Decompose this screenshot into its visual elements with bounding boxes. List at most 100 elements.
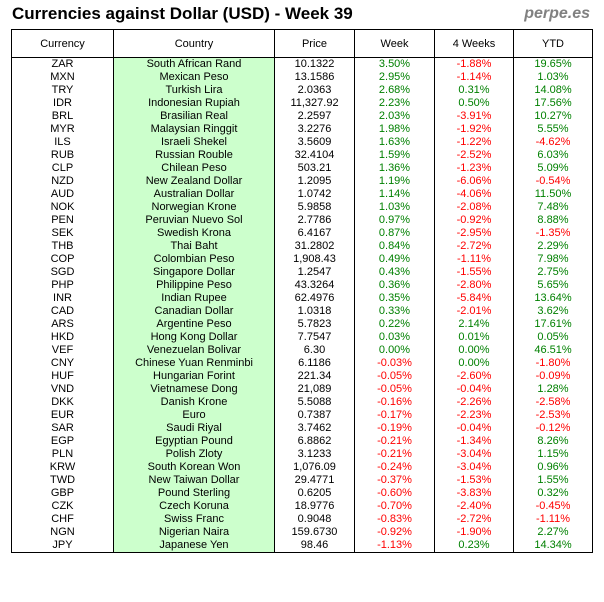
cell-currency-code: TWD [11,474,114,487]
table-row: CZK Czech Koruna 18.9776 -0.70% -2.40% -0.45% [11,500,593,513]
cell-4-weeks-change: -3.83% [434,487,514,500]
cell-price: 11,327.92 [274,97,355,110]
cell-week-change: 0.03% [354,331,435,344]
column-header-currency: Currency [11,29,114,58]
cell-price: 0.6205 [274,487,355,500]
cell-currency-code: CLP [11,162,114,175]
cell-country: South Korean Won [113,461,275,474]
cell-ytd-change: -0.12% [513,422,593,435]
cell-country: New Zealand Dollar [113,175,275,188]
cell-4-weeks-change: -1.22% [434,136,514,149]
cell-week-change: 2.03% [354,110,435,123]
cell-ytd-change: 0.05% [513,331,593,344]
cell-week-change: 1.59% [354,149,435,162]
cell-price: 3.5609 [274,136,355,149]
currency-table: Currency Country Price Week 4 Weeks YTD … [11,29,593,553]
cell-price: 13.1586 [274,71,355,84]
cell-currency-code: ARS [11,318,114,331]
cell-currency-code: PEN [11,214,114,227]
table-body: ZAR South African Rand 10.1322 3.50% -1.88% 1… [11,57,593,553]
cell-price: 62.4976 [274,292,355,305]
table-row: HKD Hong Kong Dollar 7.7547 0.03% 0.01% 0.05% [11,331,593,344]
cell-country: New Taiwan Dollar [113,474,275,487]
cell-currency-code: GBP [11,487,114,500]
table-row: NGN Nigerian Naira 159.6730 -0.92% -1.90% 2.2… [11,526,593,539]
cell-4-weeks-change: -1.90% [434,526,514,539]
table-row: VEF Venezuelan Bolivar 6.30 0.00% 0.00% 46.51… [11,344,593,357]
cell-country: South African Rand [113,57,275,71]
cell-country: Japanese Yen [113,539,275,553]
cell-price: 2.2597 [274,110,355,123]
table-row: HUF Hungarian Forint 221.34 -0.05% -2.60% -0.… [11,370,593,383]
cell-ytd-change: 2.29% [513,240,593,253]
cell-price: 6.4167 [274,227,355,240]
cell-week-change: 0.49% [354,253,435,266]
table-row: CHF Swiss Franc 0.9048 -0.83% -2.72% -1.11% [11,513,593,526]
cell-currency-code: PHP [11,279,114,292]
cell-price: 31.2802 [274,240,355,253]
cell-4-weeks-change: -2.80% [434,279,514,292]
cell-price: 1,908.43 [274,253,355,266]
cell-price: 3.7462 [274,422,355,435]
cell-week-change: -0.05% [354,370,435,383]
table-row: ILS Israeli Shekel 3.5609 1.63% -1.22% -4.62% [11,136,593,149]
column-header-country: Country [113,29,275,58]
cell-currency-code: HUF [11,370,114,383]
table-row: MXN Mexican Peso 13.1586 2.95% -1.14% 1.03% [11,71,593,84]
cell-4-weeks-change: -2.26% [434,396,514,409]
cell-4-weeks-change: -5.84% [434,292,514,305]
cell-country: Singapore Dollar [113,266,275,279]
cell-ytd-change: -2.58% [513,396,593,409]
cell-currency-code: MXN [11,71,114,84]
cell-4-weeks-change: -3.04% [434,461,514,474]
cell-country: Swiss Franc [113,513,275,526]
cell-ytd-change: 5.09% [513,162,593,175]
cell-4-weeks-change: -6.06% [434,175,514,188]
cell-country: Nigerian Naira [113,526,275,539]
page-header: Currencies against Dollar (USD) - Week 3… [12,4,590,26]
table-row: EUR Euro 0.7387 -0.17% -2.23% -2.53% [11,409,593,422]
cell-country: Indonesian Rupiah [113,97,275,110]
cell-country: Norwegian Krone [113,201,275,214]
table-row: SAR Saudi Riyal 3.7462 -0.19% -0.04% -0.12% [11,422,593,435]
cell-ytd-change: -2.53% [513,409,593,422]
cell-4-weeks-change: -2.40% [434,500,514,513]
cell-ytd-change: -4.62% [513,136,593,149]
cell-country: Venezuelan Bolivar [113,344,275,357]
cell-week-change: 3.50% [354,57,435,71]
cell-country: Chilean Peso [113,162,275,175]
cell-price: 221.34 [274,370,355,383]
column-header-price: Price [274,29,355,58]
cell-4-weeks-change: -3.04% [434,448,514,461]
cell-4-weeks-change: 0.00% [434,357,514,370]
cell-week-change: 0.36% [354,279,435,292]
table-row: INR Indian Rupee 62.4976 0.35% -5.84% 13.64% [11,292,593,305]
cell-week-change: 0.35% [354,292,435,305]
cell-price: 1.0318 [274,305,355,318]
cell-country: Czech Koruna [113,500,275,513]
cell-country: Brasilian Real [113,110,275,123]
cell-country: Mexican Peso [113,71,275,84]
cell-ytd-change: -0.09% [513,370,593,383]
cell-4-weeks-change: -0.92% [434,214,514,227]
cell-week-change: -0.21% [354,435,435,448]
cell-country: Saudi Riyal [113,422,275,435]
cell-4-weeks-change: 0.23% [434,539,514,553]
cell-week-change: -0.19% [354,422,435,435]
cell-currency-code: SAR [11,422,114,435]
table-header-row: Currency Country Price Week 4 Weeks YTD [11,29,593,58]
table-row: AUD Australian Dollar 1.0742 1.14% -4.06% 11.… [11,188,593,201]
cell-currency-code: IDR [11,97,114,110]
cell-week-change: -0.17% [354,409,435,422]
cell-4-weeks-change: 0.01% [434,331,514,344]
cell-week-change: 1.63% [354,136,435,149]
cell-country: Egyptian Pound [113,435,275,448]
cell-4-weeks-change: -1.11% [434,253,514,266]
cell-price: 6.30 [274,344,355,357]
cell-price: 18.9776 [274,500,355,513]
cell-week-change: 0.97% [354,214,435,227]
cell-country: Thai Baht [113,240,275,253]
cell-currency-code: BRL [11,110,114,123]
table-row: MYR Malaysian Ringgit 3.2276 1.98% -1.92% 5.5… [11,123,593,136]
table-row: EGP Egyptian Pound 6.8862 -0.21% -1.34% 8.26% [11,435,593,448]
